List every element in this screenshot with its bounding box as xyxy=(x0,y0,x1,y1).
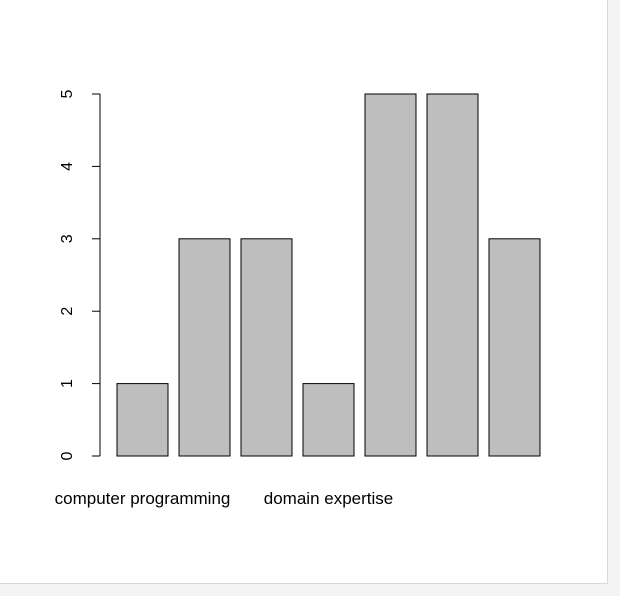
plot-panel: 0 1 2 3 4 5 computer programming domain expert… xyxy=(0,0,608,584)
bar-7 xyxy=(488,238,541,457)
bar-6 xyxy=(426,93,479,457)
bar-2 xyxy=(178,238,231,457)
category-label: domain expertise xyxy=(264,489,393,508)
category-label: computer programming xyxy=(55,489,231,508)
category-labels: computer programming domain expertise xyxy=(55,489,394,508)
bar-4 xyxy=(302,383,355,457)
y-tick-label: 1 xyxy=(59,379,76,388)
y-axis: 0 1 2 3 4 5 xyxy=(59,89,101,460)
bars xyxy=(116,93,541,457)
y-tick-label: 2 xyxy=(59,307,76,316)
bar-3 xyxy=(240,238,293,457)
y-tick-label: 3 xyxy=(59,234,76,243)
y-tick-label: 5 xyxy=(59,89,76,98)
bar-5 xyxy=(364,93,417,457)
y-tick-label: 0 xyxy=(59,451,76,460)
y-tick-label: 4 xyxy=(59,162,76,171)
bar-1 xyxy=(116,383,169,457)
bar-chart: 0 1 2 3 4 5 computer programming domain expert… xyxy=(55,89,541,508)
